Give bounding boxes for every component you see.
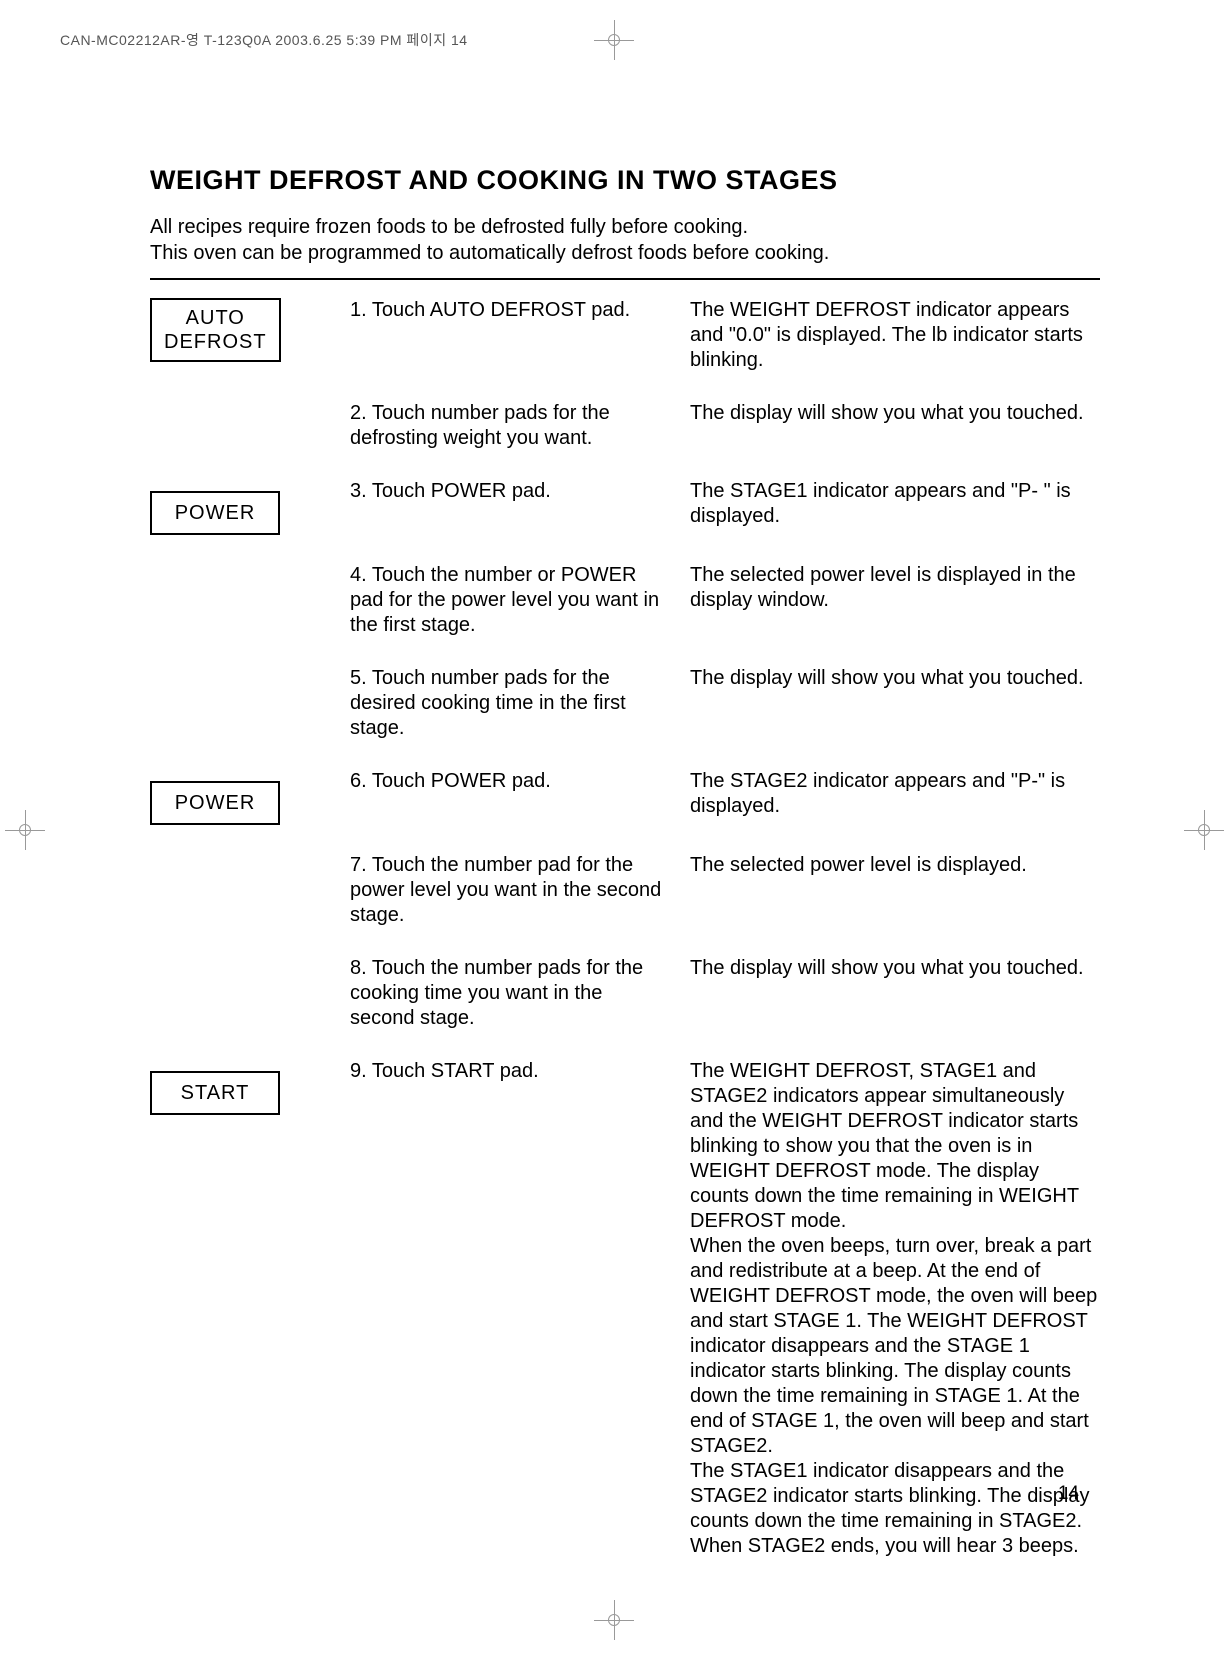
- step-row-1: AUTO DEFROST 1. Touch AUTO DEFROST pad. …: [150, 298, 1100, 373]
- crop-mark-right: [1184, 810, 1224, 850]
- step-1-instruction: 1. Touch AUTO DEFROST pad.: [350, 298, 690, 323]
- step-row-3: POWER 3. Touch POWER pad. The STAGE1 ind…: [150, 479, 1100, 535]
- step-5-result: The display will show you what you touch…: [690, 666, 1100, 691]
- auto-defrost-label-1: AUTO: [186, 307, 245, 329]
- intro-line-1: All recipes require frozen foods to be d…: [150, 216, 748, 238]
- print-header: CAN-MC02212AR-영 T-123Q0A 2003.6.25 5:39 …: [60, 30, 468, 50]
- crop-mark-bottom: [594, 1600, 634, 1640]
- step-row-5: 5. Touch number pads for the desired coo…: [150, 666, 1100, 741]
- auto-defrost-label-2: DEFROST: [164, 331, 267, 353]
- power-button-2: POWER: [150, 781, 280, 825]
- step-8-result: The display will show you what you touch…: [690, 956, 1100, 981]
- step-6-result: The STAGE2 indicator appears and "P-" is…: [690, 769, 1100, 819]
- page-number: 14: [1058, 1483, 1079, 1505]
- page-content: WEIGHT DEFROST AND COOKING IN TWO STAGES…: [150, 165, 1100, 1587]
- step-8-instruction: 8. Touch the number pads for the cooking…: [350, 956, 690, 1031]
- step-row-4: 4. Touch the number or POWER pad for the…: [150, 563, 1100, 638]
- step-5-instruction: 5. Touch number pads for the desired coo…: [350, 666, 690, 741]
- step-3-instruction: 3. Touch POWER pad.: [350, 479, 690, 504]
- step-2-result: The display will show you what you touch…: [690, 401, 1100, 426]
- step-row-7: 7. Touch the number pad for the power le…: [150, 853, 1100, 928]
- auto-defrost-button: AUTO DEFROST: [150, 298, 281, 362]
- crop-mark-left: [5, 810, 45, 850]
- step-7-result: The selected power level is displayed.: [690, 853, 1100, 878]
- section-divider: [150, 278, 1100, 280]
- start-button: START: [150, 1071, 280, 1115]
- crop-mark-top: [594, 20, 634, 60]
- step-7-instruction: 7. Touch the number pad for the power le…: [350, 853, 690, 928]
- intro-text: All recipes require frozen foods to be d…: [150, 214, 1100, 266]
- power-button-1: POWER: [150, 491, 280, 535]
- step-2-instruction: 2. Touch number pads for the defrosting …: [350, 401, 690, 451]
- step-1-result: The WEIGHT DEFROST indicator appears and…: [690, 298, 1100, 373]
- step-4-result: The selected power level is displayed in…: [690, 563, 1100, 613]
- step-row-9: START 9. Touch START pad. The WEIGHT DEF…: [150, 1059, 1100, 1559]
- step-3-result: The STAGE1 indicator appears and "P- " i…: [690, 479, 1100, 529]
- step-row-6: POWER 6. Touch POWER pad. The STAGE2 ind…: [150, 769, 1100, 825]
- page-title: WEIGHT DEFROST AND COOKING IN TWO STAGES: [150, 165, 1100, 196]
- step-9-result: The WEIGHT DEFROST, STAGE1 and STAGE2 in…: [690, 1059, 1100, 1559]
- intro-line-2: This oven can be programmed to automatic…: [150, 242, 829, 264]
- step-row-8: 8. Touch the number pads for the cooking…: [150, 956, 1100, 1031]
- step-row-2: 2. Touch number pads for the defrosting …: [150, 401, 1100, 451]
- step-4-instruction: 4. Touch the number or POWER pad for the…: [350, 563, 690, 638]
- step-9-instruction: 9. Touch START pad.: [350, 1059, 690, 1084]
- step-6-instruction: 6. Touch POWER pad.: [350, 769, 690, 794]
- steps-table: AUTO DEFROST 1. Touch AUTO DEFROST pad. …: [150, 298, 1100, 1559]
